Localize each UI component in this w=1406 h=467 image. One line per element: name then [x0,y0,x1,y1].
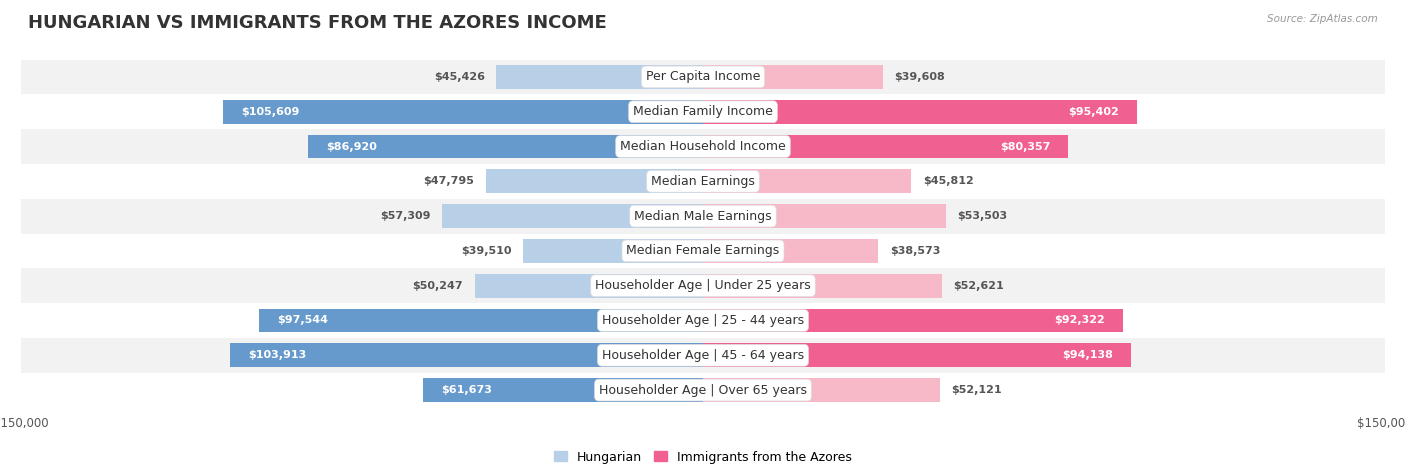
Bar [703,343,1130,367]
Text: $52,621: $52,621 [953,281,1004,290]
Bar [703,170,911,193]
Bar [308,134,703,158]
Bar [21,234,1385,269]
Text: Median Household Income: Median Household Income [620,140,786,153]
Bar [703,274,942,297]
Text: Householder Age | Under 25 years: Householder Age | Under 25 years [595,279,811,292]
Bar [21,94,1385,129]
Text: $94,138: $94,138 [1062,350,1114,360]
Bar [703,239,879,263]
Text: Source: ZipAtlas.com: Source: ZipAtlas.com [1267,14,1378,24]
Bar [231,343,703,367]
Text: $105,609: $105,609 [240,107,299,117]
Text: $53,503: $53,503 [957,211,1008,221]
Legend: Hungarian, Immigrants from the Azores: Hungarian, Immigrants from the Azores [550,446,856,467]
Bar [260,309,703,333]
Bar [703,309,1123,333]
Bar [703,65,883,89]
Text: $47,795: $47,795 [423,177,474,186]
Text: $45,426: $45,426 [434,72,485,82]
Text: $86,920: $86,920 [326,142,377,151]
Text: $61,673: $61,673 [440,385,492,395]
Bar [21,303,1385,338]
Text: $103,913: $103,913 [249,350,307,360]
Bar [703,204,946,228]
Bar [21,198,1385,234]
Bar [21,129,1385,164]
Bar [21,59,1385,94]
Text: $52,121: $52,121 [952,385,1002,395]
Text: Householder Age | 45 - 64 years: Householder Age | 45 - 64 years [602,349,804,362]
Text: Per Capita Income: Per Capita Income [645,71,761,84]
Text: $39,510: $39,510 [461,246,512,256]
Bar [21,338,1385,373]
Text: Median Female Earnings: Median Female Earnings [627,244,779,257]
Text: Median Male Earnings: Median Male Earnings [634,210,772,223]
Text: $38,573: $38,573 [890,246,941,256]
Bar [523,239,703,263]
Text: HUNGARIAN VS IMMIGRANTS FROM THE AZORES INCOME: HUNGARIAN VS IMMIGRANTS FROM THE AZORES … [28,14,607,32]
Bar [443,204,703,228]
Text: Householder Age | Over 65 years: Householder Age | Over 65 years [599,383,807,396]
Text: $50,247: $50,247 [412,281,463,290]
Bar [496,65,703,89]
Bar [21,164,1385,198]
Bar [222,100,703,124]
Bar [21,373,1385,408]
Bar [703,100,1137,124]
Text: Householder Age | 25 - 44 years: Householder Age | 25 - 44 years [602,314,804,327]
Text: Median Earnings: Median Earnings [651,175,755,188]
Bar [423,378,703,402]
Text: $95,402: $95,402 [1069,107,1119,117]
Text: $45,812: $45,812 [922,177,973,186]
Text: Median Family Income: Median Family Income [633,105,773,118]
Text: $80,357: $80,357 [1000,142,1050,151]
Text: $39,608: $39,608 [894,72,945,82]
Text: $92,322: $92,322 [1054,316,1105,325]
Bar [474,274,703,297]
Bar [21,269,1385,303]
Text: $57,309: $57,309 [381,211,432,221]
Bar [703,378,941,402]
Text: $97,544: $97,544 [277,316,329,325]
Bar [703,134,1069,158]
Bar [485,170,703,193]
